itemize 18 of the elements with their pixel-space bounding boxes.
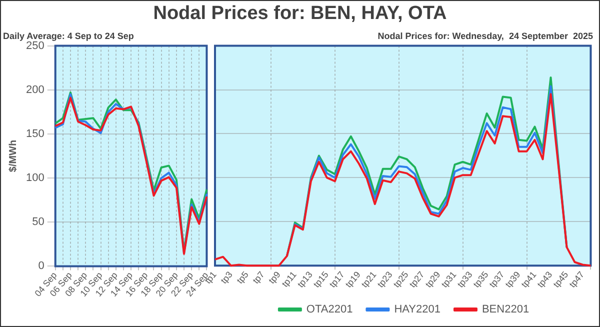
legend-label: OTA2201 (306, 304, 353, 316)
y-tick-label: 150 (26, 128, 44, 140)
y-tick-label: 50 (32, 216, 44, 228)
y-axis-title: $/MWh (8, 140, 19, 172)
x-tick-label: tp5 (234, 270, 250, 286)
x-tick-label: tp3 (218, 270, 234, 286)
legend-label: HAY2201 (394, 304, 440, 316)
x-tick-label: tp11 (280, 270, 298, 289)
legend-label: BEN2201 (482, 304, 530, 316)
y-tick-label: 200 (26, 84, 44, 96)
y-tick-label: 250 (26, 40, 44, 52)
chart-subtitle: Daily Average: 4 Sep to 24 Sep (3, 30, 134, 41)
x-tick-label: tp7 (250, 270, 266, 286)
y-tick-label: 100 (26, 172, 44, 184)
chart-subtitle: Nodal Prices for: Wednesday, 24 September 2025 (378, 30, 593, 41)
x-tick-label: tp9 (266, 270, 282, 286)
text: Nodal Prices for: BEN, HAY, OTA (152, 3, 448, 25)
y-tick-label: 0 (38, 260, 44, 272)
